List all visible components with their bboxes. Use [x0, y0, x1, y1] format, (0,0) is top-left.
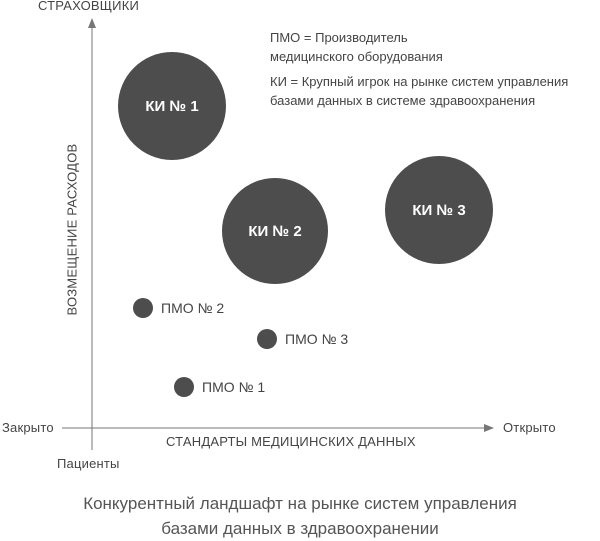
- bubble-ki2-label: КИ № 2: [248, 222, 302, 240]
- legend-ki-line1: КИ = Крупный игрок на рынке систем управ…: [270, 74, 569, 89]
- dot-pmo1-label: ПМО № 1: [202, 379, 266, 395]
- y-axis-arrow: [88, 18, 96, 28]
- bubble-ki1: КИ № 1: [118, 52, 226, 160]
- dot-pmo2: [133, 298, 153, 318]
- x-axis-left-label: Закрыто: [2, 420, 54, 435]
- bubble-ki3-label: КИ № 3: [412, 201, 466, 219]
- bubble-ki3: КИ № 3: [385, 156, 493, 264]
- x-axis-arrow: [484, 424, 494, 432]
- legend-ki-line2: базами данных в системе здравоохранения: [270, 93, 536, 108]
- legend-pmo-line2: медицинского оборудования: [270, 49, 443, 64]
- dot-pmo3: [257, 329, 277, 349]
- y-axis-label: ВОЗМЕЩЕНИЕ РАСХОДОВ: [64, 143, 80, 316]
- y-axis-top-label: СТРАХОВЩИКИ: [38, 0, 140, 13]
- bubble-ki2: КИ № 2: [222, 178, 328, 284]
- y-axis-bottom-label: Пациенты: [57, 456, 120, 471]
- dot-pmo1: [174, 377, 194, 397]
- legend-pmo-line1: ПМО = Производитель: [270, 30, 408, 45]
- x-axis-right-label: Открыто: [503, 420, 556, 435]
- dot-pmo3-label: ПМО № 3: [285, 331, 349, 347]
- x-axis-label: СТАНДАРТЫ МЕДИЦИНСКИХ ДАННЫХ: [166, 434, 416, 449]
- caption-line1: Конкурентный ландшафт на рынке систем уп…: [83, 494, 517, 513]
- caption-line2: базами данных в здравоохранении: [161, 519, 439, 538]
- dot-pmo2-label: ПМО № 2: [161, 300, 225, 316]
- legend: ПМО = Производитель медицинского оборудо…: [270, 28, 568, 110]
- bubble-ki1-label: КИ № 1: [145, 97, 199, 115]
- figure-caption: Конкурентный ландшафт на рынке систем уп…: [0, 491, 600, 541]
